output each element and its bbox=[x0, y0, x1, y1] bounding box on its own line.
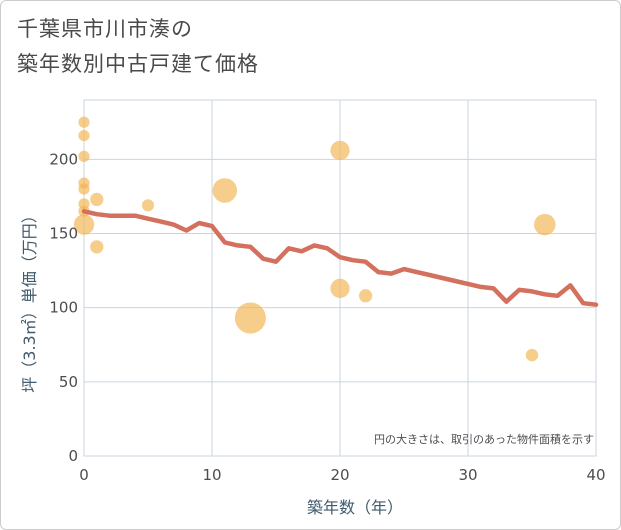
bubble-point-8 bbox=[90, 192, 104, 207]
bubble-series bbox=[73, 116, 556, 362]
bubble-point-16 bbox=[525, 348, 539, 362]
y-axis-title: 坪（3.3㎡）単価（万円） bbox=[20, 207, 39, 392]
bubble-point-9 bbox=[90, 240, 104, 254]
bubble-point-4 bbox=[78, 183, 90, 195]
bubble-point-11 bbox=[212, 178, 238, 203]
trend-series bbox=[81, 209, 599, 307]
bubble-point-14 bbox=[330, 278, 350, 298]
x-tick-label-30: 30 bbox=[458, 466, 477, 484]
x-tick-label-40: 40 bbox=[586, 466, 605, 484]
bubble-point-0 bbox=[78, 116, 90, 128]
trend-line bbox=[81, 209, 599, 307]
x-tick-label-0: 0 bbox=[79, 466, 89, 484]
bubble-point-1 bbox=[78, 130, 90, 142]
bubble-point-10 bbox=[141, 199, 155, 212]
chart-title-line1: 千葉県市川市湊の bbox=[17, 17, 193, 41]
y-tick-label-0: 0 bbox=[68, 447, 78, 465]
bubble-point-7 bbox=[73, 214, 95, 235]
axis-ticks: 0 10 20 30 40 0 50 100 150 200 bbox=[49, 150, 605, 484]
chart-title: 千葉県市川市湊の 築年数別中古戸建て価格 bbox=[17, 12, 259, 82]
y-tick-label-200: 200 bbox=[49, 150, 78, 168]
bubble-point-12 bbox=[234, 302, 266, 334]
chart-title-line2: 築年数別中古戸建て価格 bbox=[17, 52, 259, 76]
y-tick-label-50: 50 bbox=[59, 373, 78, 391]
bubble-point-17 bbox=[534, 213, 556, 236]
y-tick-label-150: 150 bbox=[49, 225, 78, 243]
x-axis-title: 築年数（年） bbox=[307, 498, 403, 517]
bubble-point-15 bbox=[358, 289, 373, 303]
bubble-size-note: 円の大きさは、取引のあった物件面積を示す bbox=[374, 432, 594, 446]
x-tick-label-10: 10 bbox=[202, 466, 221, 484]
y-tick-label-100: 100 bbox=[49, 299, 78, 317]
x-tick-label-20: 20 bbox=[330, 466, 349, 484]
bubble-point-13 bbox=[330, 140, 350, 161]
plot-border bbox=[83, 99, 597, 457]
bubble-point-2 bbox=[78, 150, 90, 162]
